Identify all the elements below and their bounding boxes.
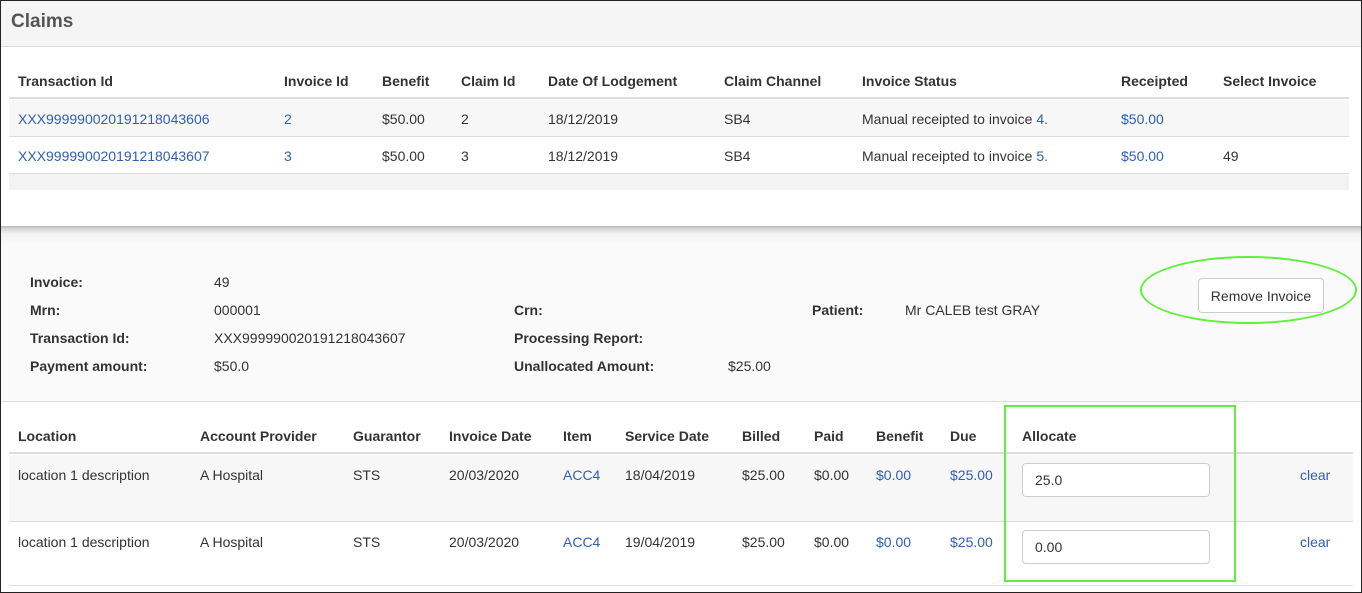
clear-link[interactable]: clear bbox=[1300, 534, 1331, 550]
table-row: location 1 description A Hospital STS 20… bbox=[9, 455, 1353, 522]
benefit-value: $50.00 bbox=[382, 148, 425, 164]
invoice-label: Invoice: bbox=[30, 274, 83, 290]
paid-value: $0.00 bbox=[814, 534, 850, 550]
section-divider bbox=[1, 226, 1361, 244]
col-transaction-id: Transaction Id bbox=[18, 73, 113, 89]
guarantor-value: STS bbox=[353, 534, 381, 550]
mrn-label: Mrn: bbox=[30, 302, 61, 318]
transaction-id-link[interactable]: XXX999990020191218043607 bbox=[18, 148, 210, 164]
claim-id-value: 2 bbox=[461, 111, 469, 127]
guarantor-value: STS bbox=[353, 467, 381, 483]
table-row: XXX999990020191218043607 3 $50.00 3 18/1… bbox=[9, 137, 1349, 174]
col-invoice-id: Invoice Id bbox=[284, 73, 349, 89]
invoice-id-link[interactable]: 3 bbox=[284, 148, 292, 164]
patient-label: Patient: bbox=[812, 302, 864, 318]
crn-label: Crn: bbox=[514, 302, 543, 318]
table-row: XXX999990020191218043606 2 $50.00 2 18/1… bbox=[9, 100, 1349, 137]
due-link[interactable]: $25.00 bbox=[950, 534, 993, 550]
item-link[interactable]: ACC4 bbox=[563, 467, 601, 483]
col-date-of-lodgement: Date Of Lodgement bbox=[548, 73, 678, 89]
clear-link[interactable]: clear bbox=[1300, 467, 1331, 483]
invoice-status-link[interactable]: 4. bbox=[1036, 111, 1049, 127]
benefit-link[interactable]: $0.00 bbox=[876, 534, 912, 550]
allocate-input[interactable] bbox=[1022, 463, 1210, 497]
transaction-id-link[interactable]: XXX999990020191218043606 bbox=[18, 111, 210, 127]
col-invoice-date: Invoice Date bbox=[449, 428, 532, 444]
benefit-link[interactable]: $0.00 bbox=[876, 467, 912, 483]
account-provider-value: A Hospital bbox=[200, 467, 264, 483]
invoice-date-value: 20/03/2020 bbox=[449, 534, 520, 550]
location-value: location 1 description bbox=[18, 467, 150, 483]
invoice-value-link[interactable]: 49 bbox=[214, 274, 230, 290]
invoice-status: Manual receipted to invoice 5. bbox=[862, 148, 1048, 164]
invoice-status: Manual receipted to invoice 4. bbox=[862, 111, 1048, 127]
billed-value: $25.00 bbox=[742, 467, 785, 483]
col-item: Item bbox=[563, 428, 592, 444]
col-invoice-status: Invoice Status bbox=[862, 73, 957, 89]
processing-report-label: Processing Report: bbox=[514, 330, 644, 346]
claims-table-footer bbox=[9, 174, 1349, 190]
paid-value: $0.00 bbox=[814, 467, 850, 483]
highlight-ellipse bbox=[1140, 256, 1357, 324]
location-value: location 1 description bbox=[18, 534, 150, 550]
benefit-value: $50.00 bbox=[382, 111, 425, 127]
col-billed: Billed bbox=[742, 428, 781, 444]
claim-channel-value: SB4 bbox=[724, 148, 751, 164]
col-claim-id: Claim Id bbox=[461, 73, 516, 89]
receipted-link[interactable]: $50.00 bbox=[1121, 148, 1164, 164]
col-benefit: Benefit bbox=[876, 428, 924, 444]
col-location: Location bbox=[18, 428, 77, 444]
unallocated-amount-label: Unallocated Amount: bbox=[514, 358, 655, 374]
col-account-provider: Account Provider bbox=[200, 428, 317, 444]
col-benefit: Benefit bbox=[382, 73, 430, 89]
claims-panel-header: Claims bbox=[1, 1, 1361, 47]
invoice-status-text: Manual receipted to invoice bbox=[862, 148, 1037, 164]
col-select-invoice: Select Invoice bbox=[1223, 73, 1317, 89]
account-provider-value: A Hospital bbox=[200, 534, 264, 550]
billed-value: $25.00 bbox=[742, 534, 785, 550]
col-due: Due bbox=[950, 428, 977, 444]
patient-name-link[interactable]: Mr CALEB test GRAY bbox=[905, 302, 1041, 318]
select-invoice-value[interactable]: 49 bbox=[1223, 148, 1239, 164]
invoice-status-link[interactable]: 5. bbox=[1036, 148, 1049, 164]
col-allocate: Allocate bbox=[1022, 428, 1077, 444]
transaction-id-label: Transaction Id: bbox=[30, 330, 130, 346]
claims-table-header: Transaction Id Invoice Id Benefit Claim … bbox=[9, 62, 1349, 99]
col-claim-channel: Claim Channel bbox=[724, 73, 822, 89]
table-row: location 1 description A Hospital STS 20… bbox=[9, 522, 1353, 586]
col-paid: Paid bbox=[814, 428, 844, 444]
allocate-input[interactable] bbox=[1022, 530, 1210, 564]
highlight-box bbox=[1004, 405, 1236, 582]
col-service-date: Service Date bbox=[625, 428, 710, 444]
service-date-value: 18/04/2019 bbox=[625, 467, 696, 483]
claim-channel-value: SB4 bbox=[724, 111, 751, 127]
invoice-status-text: Manual receipted to invoice bbox=[862, 111, 1037, 127]
date-of-lodgement-value: 18/12/2019 bbox=[548, 111, 619, 127]
invoice-date-value: 20/03/2020 bbox=[449, 467, 520, 483]
payment-amount-value: $50.0 bbox=[214, 358, 250, 374]
date-of-lodgement-value: 18/12/2019 bbox=[548, 148, 619, 164]
unallocated-amount-value: $25.00 bbox=[728, 358, 771, 374]
claims-title: Claims bbox=[11, 11, 74, 32]
payment-amount-label: Payment amount: bbox=[30, 358, 148, 374]
receipted-link[interactable]: $50.00 bbox=[1121, 111, 1164, 127]
item-link[interactable]: ACC4 bbox=[563, 534, 601, 550]
transaction-id-value-link[interactable]: XXX999990020191218043607 bbox=[214, 330, 406, 346]
claim-id-value: 3 bbox=[461, 148, 469, 164]
due-link[interactable]: $25.00 bbox=[950, 467, 993, 483]
allocation-table-header: Location Account Provider Guarantor Invo… bbox=[9, 416, 1353, 454]
service-date-value: 19/04/2019 bbox=[625, 534, 696, 550]
invoice-id-link[interactable]: 2 bbox=[284, 111, 292, 127]
invoice-detail-panel bbox=[1, 244, 1361, 402]
col-receipted: Receipted bbox=[1121, 73, 1188, 89]
col-guarantor: Guarantor bbox=[353, 428, 421, 444]
mrn-value: 000001 bbox=[214, 302, 261, 318]
